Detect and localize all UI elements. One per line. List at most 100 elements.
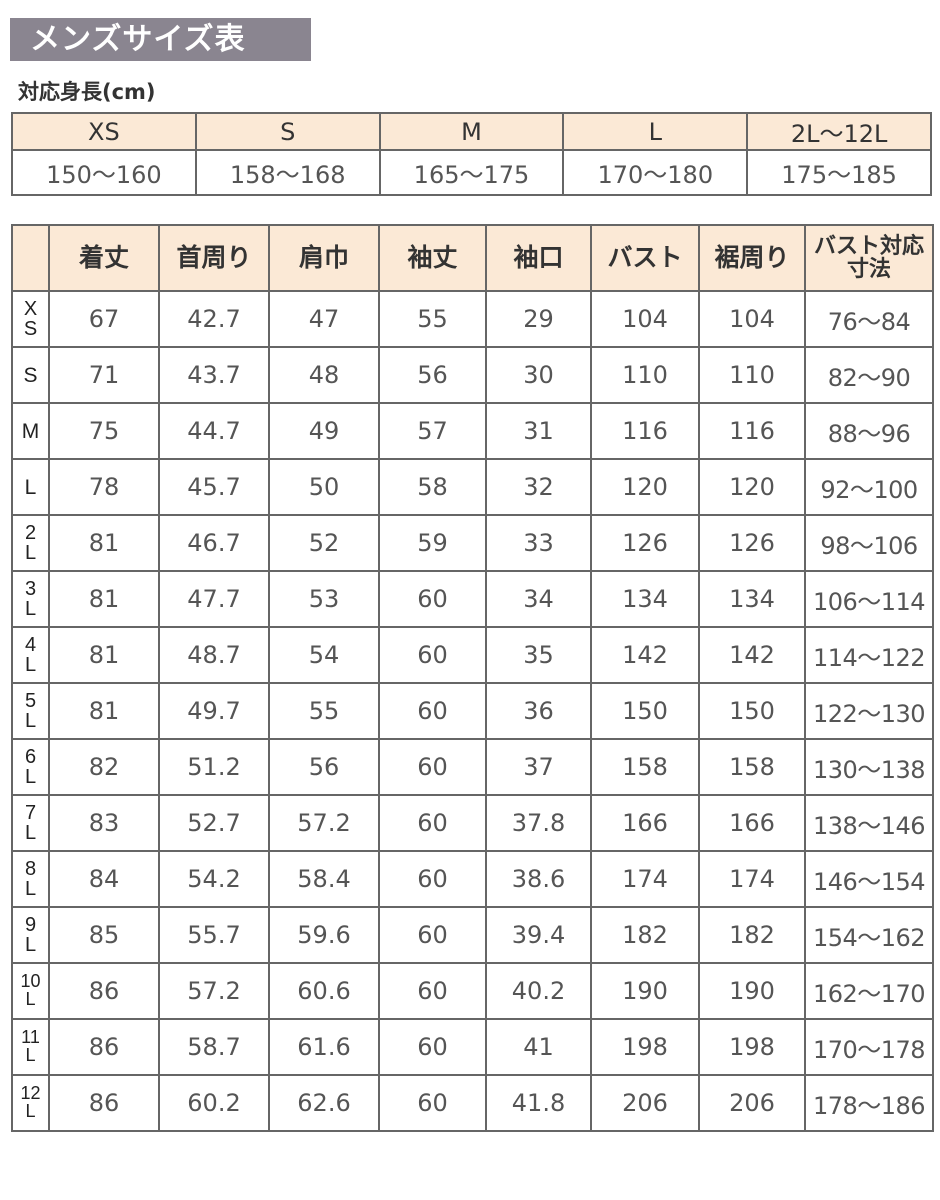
- value-cell: 206: [698, 1074, 806, 1132]
- size-label-cell: 6L: [11, 738, 50, 796]
- value-cell: 58.4: [268, 850, 380, 908]
- value-cell: 52: [268, 514, 380, 572]
- value-cell: 78: [48, 458, 160, 516]
- size-label: 8L: [24, 857, 37, 900]
- column-header: 袖口: [485, 224, 592, 292]
- value-cell: 98〜106: [804, 514, 934, 572]
- value-cell: 110: [698, 346, 806, 404]
- table-row: XS 67 42.7 47 55 29 104 104 76〜84: [11, 290, 934, 348]
- value-cell: 71: [48, 346, 160, 404]
- value-cell: 158: [698, 738, 806, 796]
- height-table-label: 対応身長(cm): [18, 80, 156, 104]
- value-cell: 37: [485, 738, 592, 796]
- value-cell: 120: [698, 458, 806, 516]
- size-label: 5L: [24, 689, 37, 732]
- value-cell: 81: [48, 626, 160, 684]
- value-cell: 55.7: [158, 906, 270, 964]
- page-title: メンズサイズ表: [10, 18, 311, 61]
- height-size-header: 2L〜12L: [746, 112, 932, 151]
- value-cell: 174: [590, 850, 700, 908]
- value-cell: 60: [378, 906, 487, 964]
- value-cell: 198: [698, 1018, 806, 1076]
- table-row: 9L 85 55.7 59.6 60 39.4 182 182 154〜162: [11, 906, 934, 964]
- value-cell: 49: [268, 402, 380, 460]
- size-label: 9L: [24, 913, 37, 956]
- value-cell: 142: [590, 626, 700, 684]
- value-cell: 31: [485, 402, 592, 460]
- value-cell: 48: [268, 346, 380, 404]
- column-header: 肩巾: [268, 224, 380, 292]
- value-cell: 190: [698, 962, 806, 1020]
- value-cell: 57.2: [268, 794, 380, 852]
- height-range-cell: 158〜168: [194, 149, 381, 196]
- table-row: 10L 86 57.2 60.6 60 40.2 190 190 162〜170: [11, 962, 934, 1020]
- value-cell: 126: [698, 514, 806, 572]
- value-cell: 198: [590, 1018, 700, 1076]
- value-cell: 106〜114: [804, 570, 934, 628]
- value-cell: 86: [48, 1018, 160, 1076]
- size-label-cell: 2L: [11, 514, 50, 572]
- value-cell: 55: [268, 682, 380, 740]
- value-cell: 104: [590, 290, 700, 348]
- value-cell: 53: [268, 570, 380, 628]
- value-cell: 126: [590, 514, 700, 572]
- value-cell: 60: [378, 1018, 487, 1076]
- value-cell: 47.7: [158, 570, 270, 628]
- value-cell: 56: [378, 346, 487, 404]
- table-row: L 78 45.7 50 58 32 120 120 92〜100: [11, 458, 934, 516]
- value-cell: 40.2: [485, 962, 592, 1020]
- value-cell: 86: [48, 1074, 160, 1132]
- value-cell: 166: [590, 794, 700, 852]
- column-header: 袖丈: [378, 224, 487, 292]
- value-cell: 150: [590, 682, 700, 740]
- value-cell: 82: [48, 738, 160, 796]
- height-table-row: 150〜160 158〜168 165〜175 170〜180 175〜185: [11, 149, 932, 196]
- table-row: 2L 81 46.7 52 59 33 126 126 98〜106: [11, 514, 934, 572]
- value-cell: 81: [48, 570, 160, 628]
- size-label: 2L: [24, 521, 37, 564]
- value-cell: 116: [698, 402, 806, 460]
- value-cell: 174: [698, 850, 806, 908]
- size-label-cell: XS: [11, 290, 50, 348]
- value-cell: 38.6: [485, 850, 592, 908]
- value-cell: 30: [485, 346, 592, 404]
- value-cell: 116: [590, 402, 700, 460]
- value-cell: 84: [48, 850, 160, 908]
- value-cell: 75: [48, 402, 160, 460]
- height-range-cell: 170〜180: [562, 149, 749, 196]
- value-cell: 122〜130: [804, 682, 934, 740]
- value-cell: 60: [378, 1074, 487, 1132]
- size-label: XS: [23, 297, 38, 340]
- column-header: 着丈: [48, 224, 160, 292]
- value-cell: 52.7: [158, 794, 270, 852]
- height-table-header: XS S M L 2L〜12L: [11, 112, 932, 151]
- value-cell: 60: [378, 738, 487, 796]
- value-cell: 60: [378, 570, 487, 628]
- value-cell: 33: [485, 514, 592, 572]
- value-cell: 46.7: [158, 514, 270, 572]
- size-table-header: 着丈 首周り 肩巾 袖丈 袖口 バスト 裾周り バスト対応寸法: [11, 224, 934, 292]
- height-size-header: L: [562, 112, 749, 151]
- value-cell: 67: [48, 290, 160, 348]
- value-cell: 48.7: [158, 626, 270, 684]
- value-cell: 56: [268, 738, 380, 796]
- size-label: S: [23, 364, 38, 387]
- value-cell: 54: [268, 626, 380, 684]
- size-label-cell: L: [11, 458, 50, 516]
- value-cell: 150: [698, 682, 806, 740]
- value-cell: 85: [48, 906, 160, 964]
- size-label-cell: 10L: [11, 962, 50, 1020]
- size-label: 7L: [24, 801, 37, 844]
- table-row: 5L 81 49.7 55 60 36 150 150 122〜130: [11, 682, 934, 740]
- value-cell: 49.7: [158, 682, 270, 740]
- column-header: 首周り: [158, 224, 270, 292]
- size-label-cell: 5L: [11, 682, 50, 740]
- value-cell: 146〜154: [804, 850, 934, 908]
- value-cell: 37.8: [485, 794, 592, 852]
- value-cell: 57: [378, 402, 487, 460]
- value-cell: 110: [590, 346, 700, 404]
- size-label-cell: 11L: [11, 1018, 50, 1076]
- height-size-header: M: [378, 112, 565, 151]
- height-size-header: XS: [11, 112, 197, 151]
- value-cell: 190: [590, 962, 700, 1020]
